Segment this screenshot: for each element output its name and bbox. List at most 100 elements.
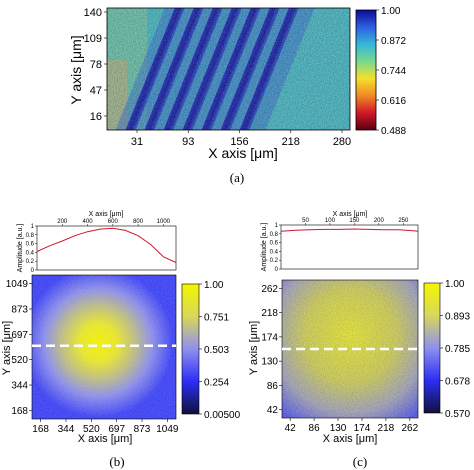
x-tick-b-label: 520	[83, 424, 100, 435]
x-tick-b-label: 344	[58, 424, 75, 435]
colorbar-b-tick-label: 0.00500	[204, 410, 241, 421]
profile-b-y-label: 0.6	[26, 242, 35, 248]
profile-b-x-label: 1000	[157, 219, 171, 225]
profile-b-frame	[36, 225, 177, 271]
x-ticks-c: 42 86 130 174 218 262	[285, 418, 419, 434]
x-tick-b-label: 873	[134, 424, 151, 435]
caption-a: (a)	[230, 170, 244, 185]
y-tick-c-label: 262	[261, 284, 278, 295]
x-axis-label-b: X axis [μm]	[78, 433, 133, 445]
x-tick-label-a: 218	[282, 136, 300, 148]
profile-y-ticks-c: 0 0.2 0.4 0.6 0.8 1	[270, 223, 281, 273]
colorbar-a-tick-label: 1.00	[381, 6, 401, 17]
panel-a: 140 109 78 47 16 31 93 156 218 280 X axis [μm] Y…	[68, 6, 406, 185]
profile-y-ticks-b: 0 0.2 0.4 0.6 0.8 1	[26, 224, 37, 274]
profile-y-label-c: Amplitude [a.u.]	[261, 223, 268, 272]
profile-c-y-label: 1	[275, 223, 279, 229]
colorbar-b-tick-label: 0.254	[204, 378, 229, 389]
x-ticks-a: 31 93 156 218 280	[131, 130, 351, 148]
profile-x-ticks-b: 200 400 600 800 1000	[57, 219, 171, 226]
x-tick-c-label: 174	[354, 423, 371, 434]
x-tick-c-label: 218	[378, 423, 395, 434]
y-tick-b-label: 1049	[6, 279, 29, 290]
profile-c-x-label: 250	[398, 218, 409, 224]
x-tick-label-a: 93	[182, 136, 194, 148]
profile-b-y-label: 0.8	[26, 233, 35, 239]
heatmap-a-frame	[106, 7, 351, 131]
y-tick-b-label: 873	[11, 304, 28, 315]
profile-line-b	[36, 227, 177, 263]
x-ticks-b: 168 344 520 697 873 1049	[32, 419, 179, 435]
y-tick-c-label: 218	[261, 308, 278, 319]
profile-x-label-b: X axis [μm]	[89, 211, 124, 218]
heatmap-b	[32, 275, 176, 419]
heatmap-b-frame	[31, 274, 177, 420]
y-axis-label-a: Y axis [μm]	[68, 35, 84, 104]
x-tick-label-a: 280	[333, 136, 351, 148]
x-tick-c-label: 42	[285, 423, 297, 434]
profile-y-label-b: Amplitude [a.u.]	[17, 224, 24, 273]
colorbar-c-tick-label: 0.678	[445, 377, 470, 388]
colorbar-b-tick-label: 1.00	[204, 280, 224, 291]
profile-b-y-label: 0	[31, 268, 35, 274]
y-tick-c-label: 130	[261, 357, 278, 368]
colorbar-a-tick-label: 0.616	[381, 96, 406, 107]
profile-b-x-label: 600	[108, 219, 119, 225]
colorbar-b-tick-label: 0.503	[204, 345, 229, 356]
y-tick-b-label: 168	[11, 406, 28, 417]
x-tick-label-a: 31	[131, 136, 143, 148]
profile-c-x-label: 100	[325, 218, 336, 224]
y-tick-label-a: 16	[90, 111, 102, 123]
colorbar-c	[423, 282, 441, 414]
caption-c: (c)	[353, 454, 367, 469]
profile-b-y-label: 1	[31, 224, 35, 230]
y-tick-b-label: 344	[11, 381, 28, 392]
profile-b-y-label: 0.2	[26, 259, 35, 265]
x-tick-b-label: 1049	[156, 424, 179, 435]
profile-x-label-c: X axis [μm]	[333, 211, 368, 218]
y-ticks-a: 140 109 78 47 16	[84, 7, 107, 123]
panel-c: 0 0.2 0.4 0.6 0.8 1 50 100 150 200 250 X axis [μm…	[248, 211, 470, 469]
x-tick-b-label: 697	[108, 424, 125, 435]
colorbar-b-tick-label: 0.751	[204, 313, 229, 324]
y-tick-c-label: 42	[267, 405, 279, 416]
colorbar-a-tick-label: 0.872	[381, 36, 406, 47]
heatmap-a	[107, 8, 350, 130]
profile-c-frame	[280, 224, 419, 270]
panel-b: 0 0.2 0.4 0.6 0.8 1 200 400 600 800 1000 X axis […	[1, 211, 241, 469]
profile-c-y-label: 0.4	[270, 249, 279, 255]
colorbar-b	[181, 283, 200, 415]
y-tick-b-label: 697	[11, 330, 28, 341]
colorbar-a	[355, 9, 377, 131]
profile-b-x-label: 400	[83, 219, 94, 225]
colorbar-ticks-a: 1.00 0.872 0.744 0.616 0.488	[376, 6, 406, 137]
x-axis-label-a: X axis [μm]	[208, 145, 278, 161]
colorbar-c-tick-label: 1.00	[445, 279, 465, 290]
profile-c-x-label: 200	[374, 218, 385, 224]
profile-c-x-label: 50	[302, 218, 309, 224]
profile-c-y-label: 0.2	[270, 258, 279, 264]
y-tick-label-a: 109	[84, 33, 102, 45]
y-tick-label-a: 78	[90, 59, 102, 71]
y-axis-label-b: Y axis [μm]	[1, 321, 13, 375]
x-axis-label-c: X axis [μm]	[323, 433, 378, 445]
colorbar-ticks-b: 1.00 0.751 0.503 0.254 0.00500	[199, 280, 241, 421]
profile-line-c	[280, 228, 419, 232]
profile-c-y-label: 0.6	[270, 241, 279, 247]
y-axis-label-c: Y axis [μm]	[248, 321, 260, 375]
y-ticks-c: 262 218 174 130 86 42	[261, 284, 282, 416]
profile-b-y-label: 0.4	[26, 250, 35, 256]
profile-c-x-label: 150	[349, 218, 360, 224]
colorbar-ticks-c: 1.00 0.893 0.785 0.678 0.570	[440, 279, 470, 420]
y-ticks-b: 1049 873 697 520 344 168	[6, 279, 32, 417]
profile-b-x-label: 200	[57, 219, 68, 225]
y-tick-c-label: 174	[261, 332, 278, 343]
y-tick-label-a: 47	[90, 85, 102, 97]
profile-c-y-label: 0.8	[270, 232, 279, 238]
y-tick-c-label: 86	[267, 381, 279, 392]
x-tick-c-label: 262	[401, 423, 418, 434]
x-tick-c-label: 130	[330, 423, 347, 434]
colorbar-a-tick-label: 0.488	[381, 126, 406, 137]
profile-c-y-label: 0	[275, 267, 279, 273]
